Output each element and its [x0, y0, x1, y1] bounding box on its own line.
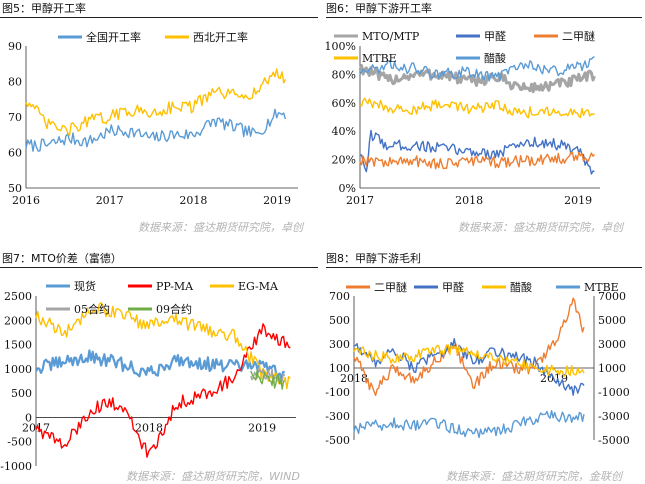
panel-title-3: 图7：MTO价差（富德）: [2, 252, 122, 265]
chart3-series-2-line: [35, 323, 291, 458]
chart4-y-right-tick-label: 3000: [598, 338, 626, 351]
chart3-y-tick-label: 2000: [4, 314, 32, 327]
chart3-legend-label: EG-MA: [238, 280, 279, 293]
chart4-y-right-tick-label: 5000: [598, 314, 626, 327]
chart4-y-tick-label: -500: [325, 434, 350, 447]
chart3-series-1-line: [35, 349, 285, 380]
chart2-x-tick-label: 2018: [455, 194, 483, 207]
chart4-series-4-line: [353, 410, 585, 439]
chart4-x-tick-label: 2018: [340, 372, 368, 385]
chart3-y-tick-label: 2500: [4, 290, 32, 303]
source-note-2: 数据来源：盛达期货研究院，卓创: [458, 221, 623, 234]
panel-rule-4: [326, 267, 642, 268]
chart4-y-right-tick-label: 7000: [598, 290, 626, 303]
chart3-y-tick-label: 1000: [4, 363, 32, 376]
chart3-legend-label: 现货: [74, 279, 96, 293]
chart1-series-1-line: [25, 108, 287, 152]
chart2-y-tick-label: 80%: [332, 68, 356, 81]
chart2-legend-label: 甲醛: [484, 29, 506, 43]
source-note-4: 数据来源：盛达期货研究院，金联创: [446, 470, 622, 483]
chart3-series-3-line: [35, 302, 291, 390]
chart1-legend-label: 全国开工率: [86, 30, 141, 44]
chart2-x-tick-label: 2017: [346, 194, 374, 207]
chart4-series-1-line: [353, 297, 585, 396]
chart3-y-tick-label: -500: [7, 436, 32, 449]
chart1-y-tick-label: 50: [8, 182, 22, 195]
chart2-y-tick-label: 100%: [325, 40, 356, 53]
chart3-y-tick-label: 0: [25, 411, 32, 424]
chart2-series-1-line: [358, 64, 596, 94]
chart2-legend-label: MTO/MTP: [362, 30, 420, 43]
chart1-x-tick-label: 2016: [12, 194, 40, 207]
panel-title-1: 图5：甲醇开工率: [2, 2, 86, 15]
chart3-series-5-line: [250, 369, 286, 390]
chart4-legend-label: 甲醛: [442, 280, 464, 294]
chart3-y-tick-label: 500: [11, 387, 32, 400]
chart1-x-tick-label: 2017: [96, 194, 124, 207]
chart2-series-4-line: [359, 97, 595, 119]
chart4-legend-label: 二甲醚: [374, 280, 407, 294]
chart4-y-right-tick-label: -1000: [598, 386, 630, 399]
chart1-y-tick-label: 70: [8, 111, 22, 124]
chart4-y-right-tick-label: -5000: [598, 434, 630, 447]
chart3-legend-label: 05合约: [74, 302, 110, 316]
source-note-3: 数据来源：盛达期货研究院，WIND: [126, 470, 300, 483]
chart1-legend-label: 西北开工率: [193, 30, 248, 44]
chart4-legend-label: 醋酸: [510, 280, 532, 294]
chart2-series-3-line: [359, 151, 596, 170]
chart4-y-tick-label: -100: [325, 386, 350, 399]
chart4-y-tick-label: 700: [329, 290, 350, 303]
chart1-x-tick-label: 2018: [179, 194, 207, 207]
chart3-y-tick-label: -1000: [0, 460, 32, 473]
source-note-1: 数据来源：盛达期货研究院，卓创: [138, 221, 303, 234]
chart4-y-right-tick-label: 1000: [598, 362, 626, 375]
chart3-x-tick-label: 2018: [135, 421, 163, 434]
chart1-y-tick-label: 90: [8, 40, 22, 53]
panel-rule-3: [0, 267, 318, 268]
chart4-legend-label: MTBE: [584, 281, 619, 294]
chart2-series-2-line: [360, 129, 595, 175]
chart2-y-tick-label: 40%: [332, 125, 356, 138]
chart4-y-tick-label: 500: [329, 314, 350, 327]
chart2-legend-label: MTBE: [362, 52, 397, 65]
panel-rule-2: [326, 17, 642, 18]
chart3-legend-label: PP-MA: [156, 280, 194, 293]
chart2-y-tick-label: 0%: [339, 182, 356, 195]
panel-rule-1: [0, 17, 318, 18]
chart4-y-right-tick-label: -3000: [598, 410, 630, 423]
chart1-y-tick-label: 60: [8, 147, 22, 160]
panel-title-2: 图6：甲醇下游开工率: [326, 2, 432, 15]
chart4-y-tick-label: 300: [329, 338, 350, 351]
chart2-legend-label: 二甲醚: [562, 29, 595, 43]
chart3-x-tick-label: 2019: [248, 421, 276, 434]
chart4-series-3-line: [353, 344, 585, 378]
panel-title-4: 图8：甲醇下游毛利: [326, 252, 421, 265]
chart4-y-tick-label: -300: [325, 410, 350, 423]
chart2-series-5-line: [359, 56, 595, 82]
chart3-y-tick-label: 1500: [4, 339, 32, 352]
chart1-x-tick-label: 2019: [263, 194, 291, 207]
chart3-legend-label: 09合约: [156, 302, 192, 316]
chart2-y-tick-label: 20%: [332, 154, 356, 167]
chart1-y-tick-label: 80: [8, 76, 22, 89]
chart4-y-tick-label: 100: [329, 362, 350, 375]
chart2-y-tick-label: 60%: [332, 97, 356, 110]
chart1-series-2-line: [25, 68, 287, 137]
chart2-legend-label: 醋酸: [484, 51, 506, 65]
chart2-x-tick-label: 2019: [564, 194, 592, 207]
